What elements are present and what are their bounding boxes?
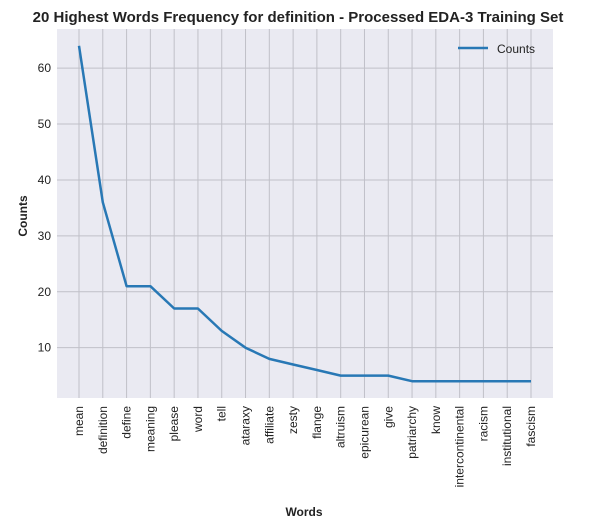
x-tick-label: fascism xyxy=(524,406,538,447)
x-tick-labels: mean definition define meaning please word tel… xyxy=(72,406,538,488)
x-tick-label: epicurean xyxy=(357,406,371,459)
x-tick-label: institutional xyxy=(500,406,514,466)
x-tick-label: mean xyxy=(72,406,86,436)
x-tick-label: word xyxy=(191,406,205,433)
x-tick-label: please xyxy=(167,406,181,442)
chart-title: 20 Highest Words Frequency for definitio… xyxy=(33,9,564,26)
x-tick-label: give xyxy=(381,406,395,428)
x-tick-label: intercontinental xyxy=(453,406,467,487)
y-tick-label: 60 xyxy=(38,61,52,75)
x-tick-label: meaning xyxy=(143,406,157,452)
plot-area xyxy=(57,29,553,398)
legend: Counts xyxy=(458,42,535,56)
x-tick-label: know xyxy=(429,406,443,434)
legend-label-counts: Counts xyxy=(497,42,535,56)
series-group xyxy=(77,45,532,383)
x-tick-label: ataraxy xyxy=(239,406,253,445)
x-tick-label: tell xyxy=(215,406,229,421)
y-tick-labels: 10 20 30 40 50 60 xyxy=(38,61,52,355)
x-tick-label: affiliate xyxy=(262,406,276,444)
y-tick-label: 10 xyxy=(38,341,52,355)
x-tick-label: define xyxy=(120,406,134,439)
y-gridlines xyxy=(57,67,553,349)
x-gridlines xyxy=(78,29,532,398)
x-tick-label: patriarchy xyxy=(405,406,419,459)
x-tick-label: definition xyxy=(96,406,110,454)
x-axis-label: Words xyxy=(285,505,322,519)
y-tick-label: 50 xyxy=(38,117,52,131)
x-tick-label: altruism xyxy=(334,406,348,448)
y-tick-label: 40 xyxy=(38,173,52,187)
x-tick-label: zesty xyxy=(286,406,300,434)
x-tick-label: racism xyxy=(476,406,490,441)
y-tick-label: 20 xyxy=(38,285,52,299)
x-tick-label: flange xyxy=(310,406,324,439)
y-axis-label: Counts xyxy=(16,195,30,237)
y-tick-label: 30 xyxy=(38,229,52,243)
series-line-counts xyxy=(77,45,531,383)
